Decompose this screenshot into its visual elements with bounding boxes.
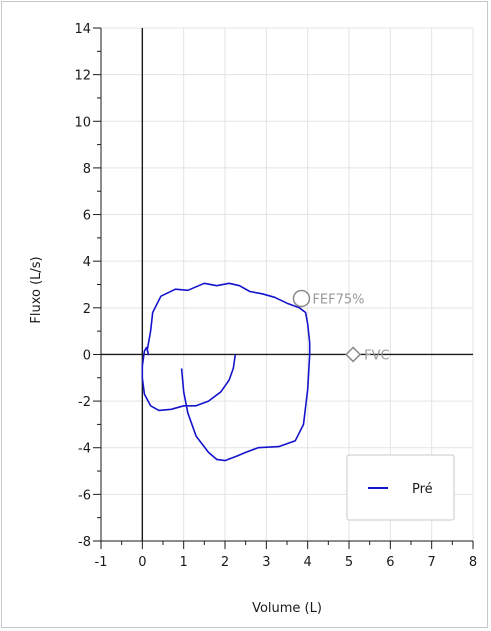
y-tick-label--8: -8 bbox=[78, 535, 91, 550]
y-tick-label-0: 0 bbox=[83, 348, 91, 363]
marker-label-1: FVC bbox=[364, 348, 389, 363]
y-tick-label-12: 12 bbox=[74, 69, 91, 84]
y-tick-label-6: 6 bbox=[83, 209, 91, 224]
annotation-layer: FEF75% FVC bbox=[292, 289, 390, 363]
legend-label-pre: Pré bbox=[412, 482, 433, 497]
y-tick-label-8: 8 bbox=[83, 162, 91, 177]
y-tick-label--2: -2 bbox=[78, 395, 91, 410]
y-tick-label-10: 10 bbox=[74, 115, 91, 130]
x-tick-label-5: 5 bbox=[345, 555, 353, 570]
x-tick-label-0: 0 bbox=[138, 555, 146, 570]
x-tick-label-1: 1 bbox=[180, 555, 188, 570]
y-tick-label--6: -6 bbox=[78, 488, 91, 503]
series-layer bbox=[141, 282, 311, 462]
y-tick-label--4: -4 bbox=[78, 442, 91, 457]
x-tick-label-8: 8 bbox=[469, 555, 477, 570]
legend-box bbox=[346, 454, 455, 521]
x-tick-label-3: 3 bbox=[262, 555, 270, 570]
y-tick-label-14: 14 bbox=[74, 22, 91, 37]
y-tick-label-2: 2 bbox=[83, 302, 91, 317]
x-tick-label-6: 6 bbox=[386, 555, 394, 570]
series-line-0 bbox=[141, 282, 311, 462]
marker-fef75 bbox=[292, 289, 311, 308]
legend: Pré bbox=[346, 454, 455, 521]
marker-fvc bbox=[345, 346, 362, 363]
x-tick-label-7: 7 bbox=[428, 555, 436, 570]
y-axis-label: Fluxo (L/s) bbox=[29, 256, 44, 323]
y-tick-label-4: 4 bbox=[83, 255, 91, 270]
x-tick-label--1: -1 bbox=[95, 555, 108, 570]
marker-label-0: FEF75% bbox=[312, 292, 364, 307]
x-tick-label-2: 2 bbox=[221, 555, 229, 570]
x-axis-label: Volume (L) bbox=[252, 601, 322, 616]
x-tick-label-4: 4 bbox=[304, 555, 312, 570]
